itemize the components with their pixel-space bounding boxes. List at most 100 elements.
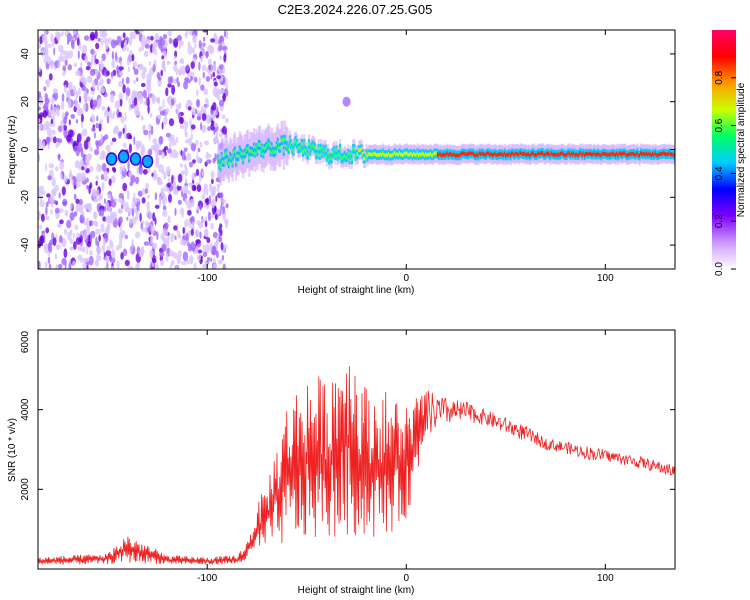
noise-blob <box>109 93 115 103</box>
noise-blob <box>90 48 95 55</box>
signal-core <box>544 152 547 157</box>
noise-blob <box>100 174 105 180</box>
signal-core <box>667 152 670 157</box>
signal-core <box>413 151 416 156</box>
signal-core <box>396 152 399 156</box>
noise-blob <box>205 197 210 206</box>
noise-blob <box>168 141 172 148</box>
noise-blob <box>48 73 53 81</box>
noise-blob <box>100 86 105 94</box>
signal-core <box>374 152 377 157</box>
signal-core <box>403 151 406 156</box>
signal-core <box>269 149 272 154</box>
signal-core <box>579 151 582 155</box>
signal-core <box>280 138 283 143</box>
signal-core <box>399 152 403 157</box>
noise-blob <box>98 234 101 242</box>
noise-blob <box>44 261 48 269</box>
signal-core <box>495 152 498 157</box>
noise-blob <box>106 115 110 124</box>
signal-core <box>274 148 277 153</box>
signal-core <box>226 158 229 162</box>
signal-core <box>653 153 656 158</box>
noise-blob <box>84 154 90 164</box>
noise-blob <box>202 30 208 33</box>
signal-core <box>568 151 571 155</box>
noise-blob <box>187 190 192 196</box>
noise-blob <box>100 57 103 67</box>
signal-core <box>436 152 440 156</box>
noise-blob <box>88 255 94 266</box>
noise-blob <box>77 172 83 182</box>
signal-core <box>625 153 628 158</box>
noise-blob <box>161 55 164 60</box>
noise-blob <box>200 55 203 63</box>
noise-blob <box>140 82 146 88</box>
y-tick-label: 40 <box>20 48 31 60</box>
signal-core <box>601 151 604 156</box>
noise-blob <box>149 112 153 118</box>
signal-core <box>662 151 665 155</box>
noise-blob <box>144 44 151 49</box>
noise-blob <box>124 259 130 267</box>
noise-blob <box>38 124 43 130</box>
signal-core <box>515 151 518 156</box>
noise-blob <box>170 237 174 243</box>
noise-blob <box>111 59 116 68</box>
signal-core <box>361 151 364 156</box>
noise-blob <box>95 58 99 65</box>
noise-blob <box>186 99 192 105</box>
noise-blob <box>210 109 214 115</box>
noise-blob <box>105 255 110 263</box>
signal-core <box>428 152 431 157</box>
signal-core <box>268 143 271 148</box>
noise-blob <box>76 103 80 112</box>
noise-blob <box>68 119 71 126</box>
signal-core <box>457 153 460 158</box>
colorbar-tick-label: 0.6 <box>714 118 725 132</box>
noise-blob <box>141 188 146 196</box>
noise-blob <box>155 263 159 269</box>
noise-blob <box>108 206 112 213</box>
noise-blob <box>210 38 216 43</box>
noise-blob <box>63 175 68 184</box>
noise-blob <box>96 253 99 263</box>
noise-blob <box>38 185 45 191</box>
noise-blob <box>165 240 170 248</box>
noise-blob <box>89 98 94 109</box>
noise-blob <box>76 133 82 143</box>
signal-cluster <box>141 154 154 169</box>
noise-blob <box>197 254 201 261</box>
signal-core <box>549 153 552 158</box>
noise-blob <box>171 84 176 95</box>
noise-blob <box>45 206 48 216</box>
noise-blob <box>212 63 217 73</box>
signal-core <box>616 151 619 156</box>
noise-blob <box>219 55 223 60</box>
signal-core <box>365 152 368 156</box>
noise-blob <box>129 49 133 57</box>
noise-blob <box>160 187 165 197</box>
signal-core <box>502 153 505 158</box>
signal-core <box>507 153 510 157</box>
signal-core <box>463 151 466 156</box>
noise-blob <box>210 257 213 262</box>
noise-blob <box>133 192 136 202</box>
noise-blob <box>95 42 100 50</box>
signal-core <box>644 152 647 157</box>
noise-blob <box>100 37 104 46</box>
noise-blob <box>189 217 194 222</box>
noise-blob <box>133 136 136 146</box>
signal-core <box>221 160 225 164</box>
signal-core <box>489 152 492 157</box>
noise-blob <box>117 99 121 109</box>
noise-blob <box>186 79 191 84</box>
noise-blob <box>99 155 103 160</box>
noise-blob <box>147 104 150 114</box>
signal-core <box>551 152 554 157</box>
signal-core <box>548 151 551 156</box>
noise-blob <box>220 204 223 211</box>
signal-core <box>379 152 382 156</box>
noise-blob <box>195 248 199 253</box>
noise-blob <box>89 31 96 41</box>
